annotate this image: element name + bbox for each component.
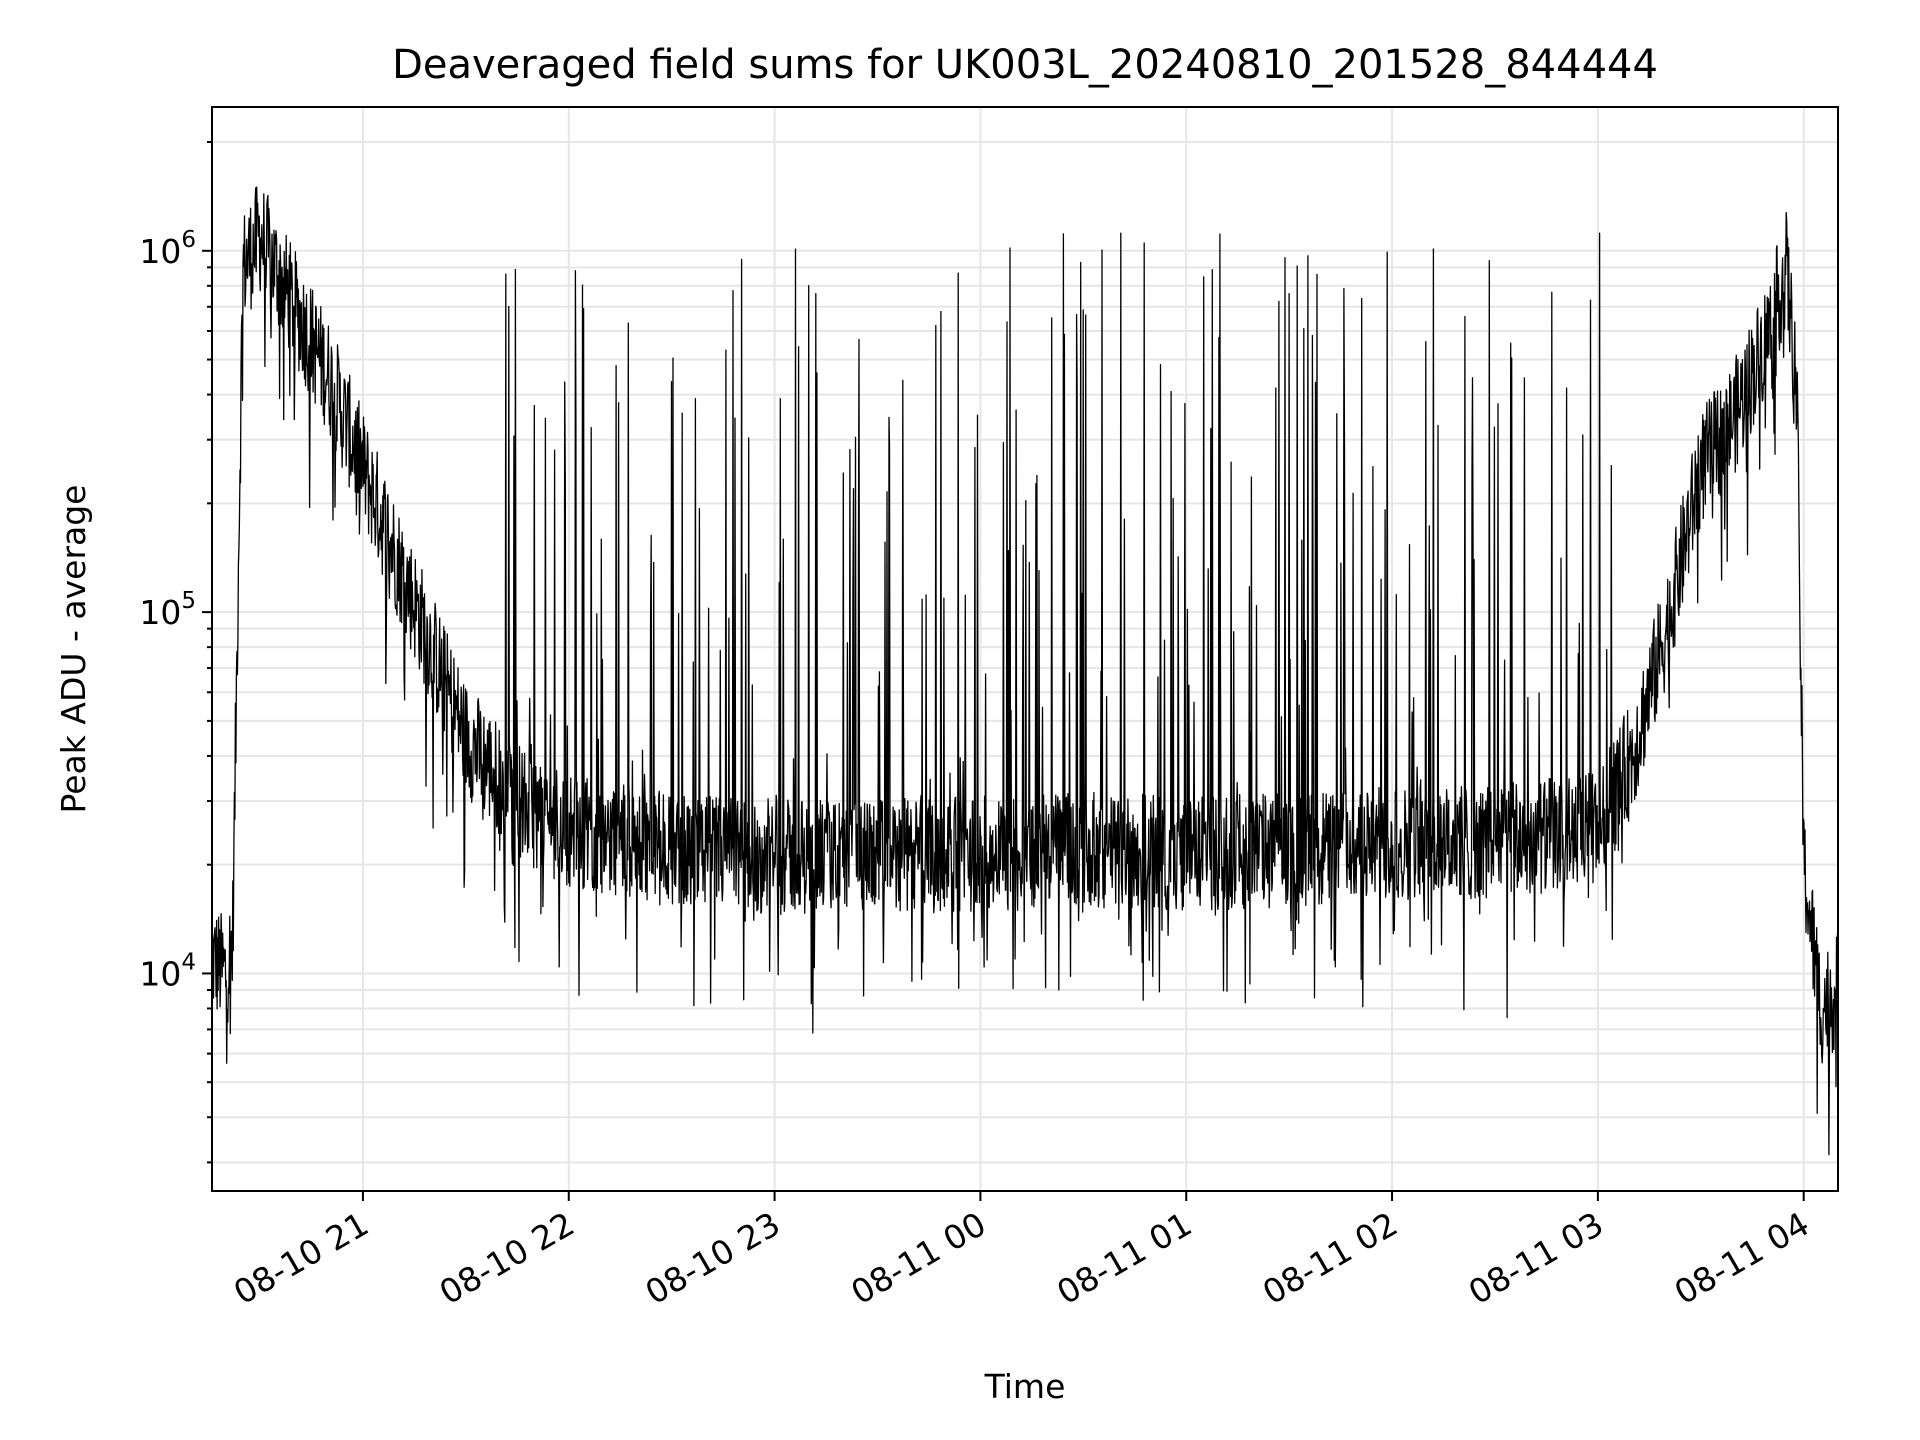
- y-tick-label: 106: [139, 227, 196, 271]
- data-series: [212, 186, 1838, 1156]
- series-line: [212, 186, 1838, 1156]
- y-axis-label: Peak ADU - average: [54, 485, 93, 814]
- plot-frame: [211, 106, 1839, 1192]
- x-axis-label: Time: [984, 1367, 1066, 1406]
- chart-title: Deaveraged field sums for UK003L_2024081…: [392, 42, 1658, 88]
- y-tick-label: 104: [139, 949, 196, 993]
- y-tick-label: 105: [139, 588, 196, 632]
